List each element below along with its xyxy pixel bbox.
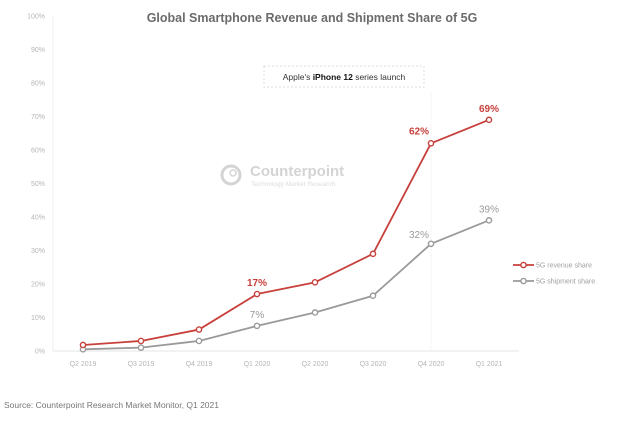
legend-marker: [520, 277, 527, 285]
counterpoint-logo-icon: [220, 164, 242, 186]
annotation: Apple's iPhone 12 series launch: [263, 65, 432, 351]
x-tick-label: Q4 2020: [418, 361, 445, 368]
data-point: [195, 326, 203, 333]
data-point: [79, 341, 87, 349]
series-line: [82, 119, 490, 346]
data-label: 39%: [479, 204, 499, 215]
legend-label: 5G shipment share: [536, 279, 595, 286]
y-tick-label: 70%: [31, 114, 45, 121]
data-point: [311, 309, 319, 316]
data-point: [311, 279, 319, 286]
chart: Global Smartphone Revenue and Shipment S…: [27, 11, 595, 368]
y-tick-label: 20%: [31, 282, 45, 289]
data-label: 17%: [247, 278, 267, 289]
chart-title: Global Smartphone Revenue and Shipment S…: [147, 11, 478, 25]
data-point: [195, 337, 203, 345]
y-tick-label: 50%: [31, 181, 45, 188]
annotation-bold: iPhone 12: [313, 72, 353, 82]
data-label: 7%: [250, 310, 265, 321]
watermark-logo: Counterpoint Technology Market Research: [220, 163, 344, 188]
x-tick-label: Q2 2020: [302, 361, 329, 368]
series-revenue: 17% 62% 69%: [79, 104, 499, 349]
x-tick-label: Q1 2020: [244, 361, 271, 368]
data-point: [369, 292, 377, 300]
data-point: [427, 139, 435, 147]
data-label: 62%: [409, 126, 429, 137]
y-tick-label: 100%: [27, 14, 45, 21]
y-tick-label: 0%: [35, 349, 45, 356]
data-point: [427, 240, 435, 248]
x-tick-label: Q1 2021: [476, 361, 503, 368]
series-shipment: 7% 32% 39%: [79, 204, 499, 353]
data-point: [137, 337, 145, 345]
series-group: 7% 32% 39% 17% 62% 69%: [79, 104, 499, 353]
x-tick-label: Q3 2020: [360, 361, 387, 368]
axes: 0% 10% 20% 30% 40% 50% 60% 70% 80% 90% 100% Q2 2019…: [27, 14, 519, 368]
legend-marker: [520, 261, 527, 269]
legend-label: 5G revenue share: [536, 263, 592, 270]
y-tick-label: 90%: [31, 47, 45, 54]
y-tick-label: 40%: [31, 215, 45, 222]
y-tick-label: 80%: [31, 81, 45, 88]
data-point: [253, 322, 261, 330]
data-point: [485, 116, 493, 124]
source-note: Source: Counterpoint Research Market Mon…: [4, 400, 219, 410]
x-tick-label: Q4 2019: [186, 361, 213, 368]
data-point: [485, 217, 493, 224]
annotation-box: [263, 65, 425, 88]
annotation-prefix: Apple's: [283, 72, 313, 82]
data-label: 69%: [479, 104, 499, 115]
data-point: [369, 250, 377, 258]
series-line: [82, 219, 490, 351]
y-tick-label: 10%: [31, 315, 45, 322]
watermark-tagline: Technology Market Research: [251, 181, 336, 188]
legend-item: 5G shipment share: [513, 277, 595, 286]
x-tick-label: Q3 2019: [128, 361, 155, 368]
watermark-name: Counterpoint: [250, 163, 344, 180]
x-tick-label: Q2 2019: [70, 361, 97, 368]
legend: 5G revenue share 5G shipment share: [513, 261, 595, 286]
legend-item: 5G revenue share: [513, 261, 592, 270]
annotation-text: Apple's iPhone 12 series launch: [283, 72, 406, 82]
annotation-suffix: series launch: [353, 72, 406, 82]
y-tick-label: 60%: [31, 148, 45, 155]
data-point: [253, 290, 261, 298]
data-point: [137, 344, 145, 351]
data-label: 32%: [409, 230, 429, 241]
y-tick-label: 30%: [31, 248, 45, 255]
